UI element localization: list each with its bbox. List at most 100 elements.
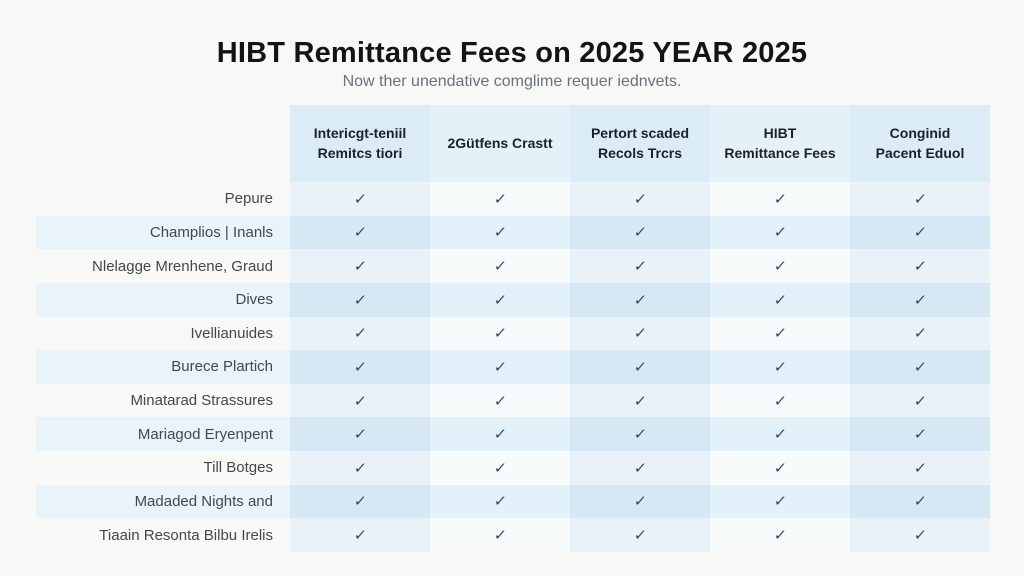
table-cell: ✓ xyxy=(850,417,990,451)
column-header: 2Gütfens Crastt xyxy=(430,105,570,182)
check-icon: ✓ xyxy=(912,324,928,343)
table-cell: ✓ xyxy=(850,518,990,552)
check-icon: ✓ xyxy=(632,290,648,309)
table-cell: ✓ xyxy=(570,451,710,485)
check-icon: ✓ xyxy=(912,526,928,545)
table-cell: ✓ xyxy=(290,282,430,317)
page-title: HIBT Remittance Fees on 2025 YEAR 2025 xyxy=(216,37,808,70)
table-cell: ✓ xyxy=(710,182,850,216)
check-icon: ✓ xyxy=(912,492,928,511)
table-cell: ✓ xyxy=(710,484,850,519)
check-icon: ✓ xyxy=(352,290,368,309)
table-cell: ✓ xyxy=(850,451,990,485)
check-icon: ✓ xyxy=(912,425,928,444)
table-cell: ✓ xyxy=(710,350,850,384)
page-subtitle: Now ther unendative comglime requer iedn… xyxy=(342,73,682,90)
row-label: Champlios | Inanls xyxy=(36,215,290,250)
table-cell: ✓ xyxy=(570,182,710,216)
table-cell: ✓ xyxy=(570,282,710,317)
table-cell: ✓ xyxy=(850,383,990,418)
table-cell: ✓ xyxy=(850,316,990,351)
row-label: Mariagod Eryenpent xyxy=(36,417,290,451)
table-cell: ✓ xyxy=(290,215,430,250)
table-cell: ✓ xyxy=(430,518,570,552)
table-cell: ✓ xyxy=(850,350,990,384)
table-cell: ✓ xyxy=(290,316,430,351)
check-icon: ✓ xyxy=(352,425,368,444)
row-label: Nlelagge Mrenhene, Graud xyxy=(92,257,273,275)
table-cell: ✓ xyxy=(290,518,430,552)
row-label: Ivellianuides xyxy=(190,324,273,342)
table-header-row: Intericgt-teniil Remitcs tiori 2Gütfens C… xyxy=(36,105,990,182)
check-icon: ✓ xyxy=(492,526,508,545)
table-cell: ✓ xyxy=(430,316,570,351)
table-cell: ✓ xyxy=(430,383,570,418)
row-label: Pepure xyxy=(224,190,273,208)
check-icon: ✓ xyxy=(492,290,508,309)
check-icon: ✓ xyxy=(352,526,368,545)
table-row: Dives ✓ ✓ ✓ ✓ ✓ xyxy=(36,282,990,317)
check-icon: ✓ xyxy=(632,324,648,343)
check-icon: ✓ xyxy=(772,526,788,545)
table-cell: ✓ xyxy=(850,282,990,317)
table-cell: ✓ xyxy=(290,451,430,485)
check-icon: ✓ xyxy=(912,223,928,242)
table-cell: ✓ xyxy=(570,518,710,552)
table-cell: ✓ xyxy=(710,451,850,485)
check-icon: ✓ xyxy=(912,189,928,208)
check-icon: ✓ xyxy=(772,458,788,477)
table-row: Mariagod Eryenpent ✓ ✓ ✓ ✓ ✓ xyxy=(36,417,990,451)
table-cell: ✓ xyxy=(430,249,570,283)
table-cell: ✓ xyxy=(710,417,850,451)
check-icon: ✓ xyxy=(492,357,508,376)
check-icon: ✓ xyxy=(352,257,368,276)
check-icon: ✓ xyxy=(632,526,648,545)
table-cell: ✓ xyxy=(710,249,850,283)
check-icon: ✓ xyxy=(352,223,368,242)
table-row: Nlelagge Mrenhene, Graud ✓ ✓ ✓ ✓ ✓ xyxy=(36,249,990,283)
check-icon: ✓ xyxy=(352,492,368,511)
check-icon: ✓ xyxy=(492,492,508,511)
table-cell: ✓ xyxy=(290,383,430,418)
table-row: Champlios | Inanls ✓ ✓ ✓ ✓ ✓ xyxy=(36,215,990,250)
check-icon: ✓ xyxy=(352,189,368,208)
table-cell: ✓ xyxy=(710,518,850,552)
table-cell: ✓ xyxy=(430,215,570,250)
check-icon: ✓ xyxy=(632,458,648,477)
check-icon: ✓ xyxy=(492,391,508,410)
table-row: Minatarad Strassures ✓ ✓ ✓ ✓ ✓ xyxy=(36,383,990,418)
table-cell: ✓ xyxy=(290,182,430,216)
row-label: Till Botges xyxy=(203,459,273,477)
table-cell: ✓ xyxy=(570,215,710,250)
check-icon: ✓ xyxy=(492,324,508,343)
row-label: Dives xyxy=(36,282,290,317)
check-icon: ✓ xyxy=(772,492,788,511)
check-icon: ✓ xyxy=(772,189,788,208)
column-header: Intericgt-teniil Remitcs tiori xyxy=(290,105,430,182)
table-cell: ✓ xyxy=(430,182,570,216)
table-cell: ✓ xyxy=(710,383,850,418)
check-icon: ✓ xyxy=(912,357,928,376)
check-icon: ✓ xyxy=(772,425,788,444)
check-icon: ✓ xyxy=(912,458,928,477)
table-cell: ✓ xyxy=(570,417,710,451)
check-icon: ✓ xyxy=(492,425,508,444)
table-cell: ✓ xyxy=(430,451,570,485)
table-cell: ✓ xyxy=(430,350,570,384)
check-icon: ✓ xyxy=(352,324,368,343)
check-icon: ✓ xyxy=(492,189,508,208)
check-icon: ✓ xyxy=(632,425,648,444)
table-cell: ✓ xyxy=(570,350,710,384)
table-cell: ✓ xyxy=(710,215,850,250)
table-row: Madaded Nights and ✓ ✓ ✓ ✓ ✓ xyxy=(36,484,990,519)
table-cell: ✓ xyxy=(570,249,710,283)
table-row: Ivellianuides ✓ ✓ ✓ ✓ ✓ xyxy=(36,316,990,351)
check-icon: ✓ xyxy=(912,391,928,410)
check-icon: ✓ xyxy=(632,357,648,376)
table-cell: ✓ xyxy=(710,316,850,351)
column-header: HIBT Remittance Fees xyxy=(710,105,850,182)
table-row: Burece Plartich ✓ ✓ ✓ ✓ ✓ xyxy=(36,350,990,384)
check-icon: ✓ xyxy=(772,324,788,343)
row-label: Minatarad Strassures xyxy=(130,392,273,410)
